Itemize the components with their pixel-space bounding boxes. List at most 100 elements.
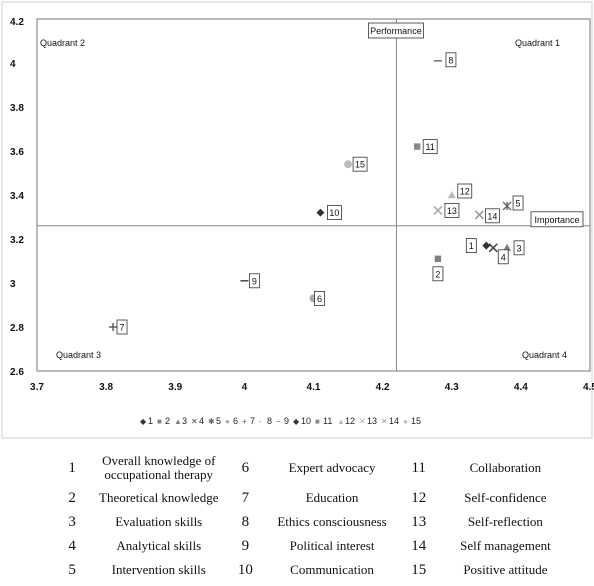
svg-text:11: 11 [426, 142, 435, 152]
x-tick-label: 4.3 [445, 382, 459, 393]
x-tick-label: 4.5 [583, 382, 594, 393]
legend-label: 14 [389, 416, 399, 426]
x-tick-label: 3.8 [99, 382, 113, 393]
key-item-name: Evaluation skills [115, 514, 203, 529]
svg-text:6: 6 [317, 294, 322, 304]
key-number: 8 [241, 513, 250, 530]
point-label-7: 7 [116, 319, 128, 335]
legend-item-9: −9 [276, 416, 289, 426]
y-tick-label: 3 [10, 279, 16, 290]
key-number: 4 [68, 537, 76, 554]
y-tick-label: 4.2 [10, 17, 24, 28]
data-point-12 [447, 191, 456, 199]
data-point-10 [316, 208, 325, 217]
key-item-name: Self-confidence [464, 490, 547, 505]
svg-text:◆: ◆ [140, 417, 147, 426]
legend-label: 7 [250, 416, 255, 426]
svg-text:+: + [242, 417, 247, 426]
point-label-12: 12 [457, 183, 473, 199]
x-tick-label: 3.7 [30, 382, 44, 393]
legend-label: 13 [367, 416, 377, 426]
point-label-6: 6 [314, 290, 325, 306]
legend-item-15: ● 15 [403, 416, 421, 426]
key-item-name: Communication [290, 562, 374, 577]
svg-text:✕: ✕ [381, 417, 388, 426]
y-tick-label: 3.2 [10, 235, 24, 246]
point-label-15: 15 [352, 156, 368, 172]
importance-callout-text: Importance [534, 215, 579, 225]
legend-label: 3 [182, 416, 187, 426]
quadrant-label: Quadrant 2 [40, 38, 85, 48]
svg-text:3: 3 [517, 243, 522, 253]
key-item-name: Education [305, 490, 359, 505]
key-item-name: Analytical skills [116, 538, 202, 553]
svg-text:14: 14 [487, 211, 497, 221]
key-number: 14 [411, 537, 427, 554]
quadrant-label: Quadrant 4 [522, 350, 567, 360]
y-tick-label: 3.8 [10, 103, 24, 114]
svg-text:✕: ✕ [191, 417, 198, 426]
legend-item-10: ◆ 10 [293, 416, 311, 426]
key-item-name: Theoretical knowledge [99, 490, 219, 505]
key-number: 13 [411, 513, 427, 530]
key-number: 3 [68, 513, 76, 530]
legend-label: 1 [148, 416, 153, 426]
key-number: 6 [241, 459, 250, 476]
svg-text:▲: ▲ [337, 417, 345, 426]
data-point-15 [344, 160, 353, 169]
legend-label: 12 [345, 416, 355, 426]
point-label-4: 4 [497, 249, 509, 265]
key-number: 10 [237, 561, 253, 578]
legend-label: 4 [199, 416, 204, 426]
data-points [109, 59, 512, 331]
axes [36, 18, 591, 372]
point-label-8: 8 [445, 52, 457, 68]
svg-text:◆: ◆ [293, 417, 300, 426]
point-label-5: 5 [512, 195, 524, 211]
key-item-name: Self management [460, 538, 551, 553]
legend-item-8: -8 [259, 416, 272, 426]
plot-area-border [36, 18, 591, 372]
svg-text:8: 8 [448, 55, 453, 65]
key-number: 15 [411, 561, 427, 578]
key-row: 3 Evaluation skills 8 Ethics consciousness 1… [60, 510, 580, 534]
quadrant-dividers [37, 19, 590, 371]
x-tick-label: 4.4 [514, 382, 528, 393]
data-point-1 [482, 241, 491, 250]
legend-item-14: ✕ 14 [381, 416, 399, 426]
legend-label: 6 [233, 416, 238, 426]
svg-text:▲: ▲ [174, 417, 182, 426]
point-label-14: 14 [484, 208, 500, 224]
key-row: 2 Theoretical knowledge 7 Education 12 Self-c… [60, 486, 580, 510]
key-row: 1 Overall knowledge of occupational thera… [60, 450, 580, 486]
y-tick-label: 3.4 [10, 191, 24, 202]
legend-item-11: ■ 11 [315, 416, 332, 426]
data-point-4 [488, 243, 498, 253]
data-point-5 [502, 201, 512, 211]
key-number: 11 [411, 459, 426, 476]
legend-label: 15 [411, 416, 421, 426]
point-label-1: 1 [465, 238, 477, 254]
svg-text:✱: ✱ [208, 417, 215, 426]
key-item-name: Expert advocacy [288, 460, 376, 475]
legend-item-7: +7 [242, 416, 255, 426]
legend-label: 11 [323, 416, 332, 426]
legend-item-6: ● 6 [225, 416, 238, 426]
legend-label: 2 [165, 416, 170, 426]
legend-label: 10 [301, 416, 311, 426]
legend-item-12: ▲ 12 [337, 416, 355, 426]
legend-item-5: ✱ 5 [208, 416, 221, 426]
point-label-9: 9 [248, 273, 260, 289]
data-point-11 [413, 143, 421, 150]
svg-text:✕: ✕ [359, 417, 366, 426]
data-point-14 [474, 210, 484, 220]
key-item-name: Positive attitude [463, 562, 548, 577]
legend-label: 5 [216, 416, 221, 426]
point-label-10: 10 [327, 205, 342, 221]
data-point-3 [503, 243, 512, 251]
performance-callout-text: Performance [370, 26, 422, 36]
ipa-chart: 3.7 3.8 3.9 4 4.1 4.2 4.3 4.4 4.5 2.6 2.8 3 3.2 3.4 3.… [1, 1, 594, 439]
legend-label: 8 [267, 416, 272, 426]
quadrant-label: Quadrant 1 [515, 38, 560, 48]
